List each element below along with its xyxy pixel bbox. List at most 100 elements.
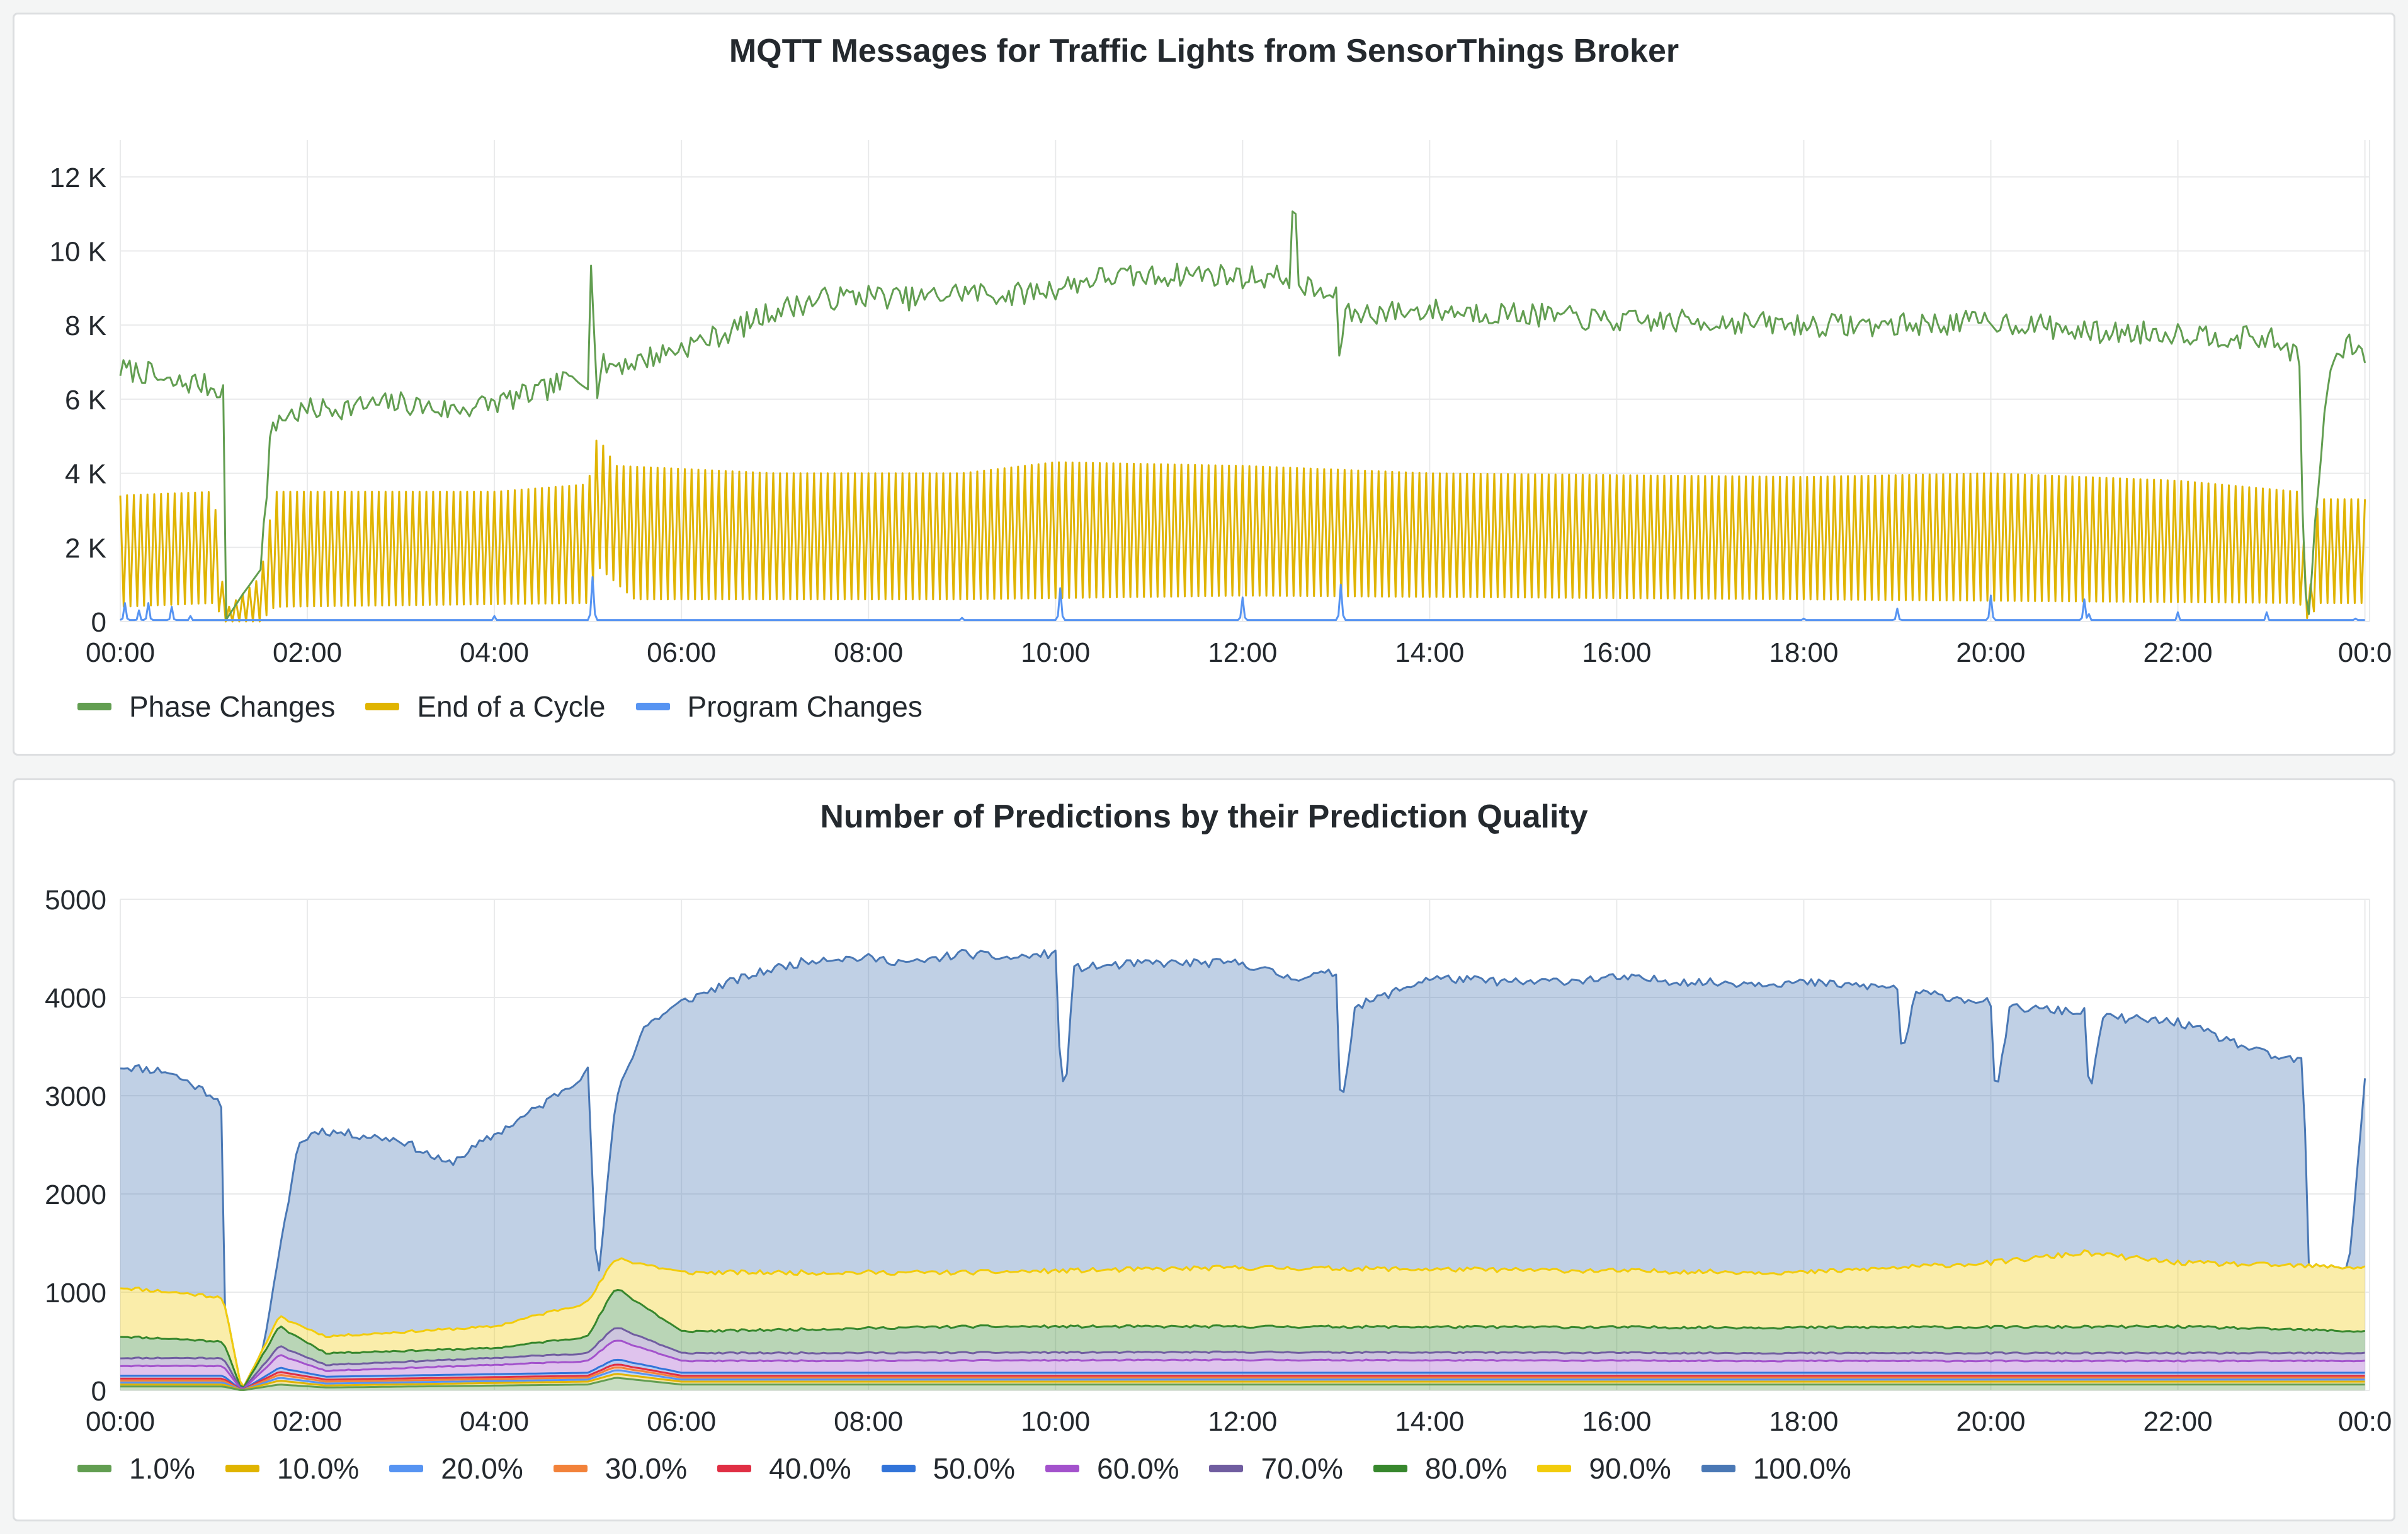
- y-tick-label: 4000: [45, 983, 106, 1014]
- x-tick-label: 10:00: [1021, 1406, 1090, 1437]
- mqtt-messages-chart: 0 2 K 4 K 6 K 8 K 10 K 12 K 00:00 02:00 04:00 06:0…: [49, 140, 2392, 668]
- y-tick-label: 1000: [45, 1278, 106, 1309]
- legend-item[interactable]: 10.0%: [225, 1452, 359, 1486]
- series-line-phase-changes: [119, 210, 2366, 621]
- legend-label: 70.0%: [1261, 1452, 1343, 1485]
- y-tick-label: 12 K: [49, 162, 106, 193]
- area-line-80-0pct: [120, 1289, 2365, 1389]
- legend-swatch: [1209, 1465, 1244, 1472]
- legend-swatch: [717, 1465, 752, 1472]
- x-tick-label: 06:00: [647, 1406, 716, 1437]
- y-tick-label: 0: [91, 607, 106, 638]
- legend-item[interactable]: 40.0%: [717, 1452, 851, 1486]
- area-line-100-0pct: [120, 948, 2366, 1388]
- x-tick-label: 12:00: [1208, 1406, 1277, 1437]
- legend-swatch: [1045, 1465, 1080, 1472]
- legend-item[interactable]: Program Changes: [635, 690, 923, 724]
- x-tick-label: 20:00: [1956, 637, 2025, 668]
- legend-label: End of a Cycle: [417, 690, 606, 723]
- area-line-1-0pct: [120, 1377, 2365, 1391]
- x-tick-label: 02:00: [273, 637, 342, 668]
- x-tick-label: 04:00: [460, 1406, 529, 1437]
- legend-swatch: [1537, 1465, 1572, 1472]
- y-tick-label: 4 K: [65, 459, 106, 490]
- legend-swatch: [225, 1465, 259, 1472]
- legend-item[interactable]: 80.0%: [1373, 1452, 1507, 1486]
- legend-item[interactable]: End of a Cycle: [365, 690, 606, 724]
- legend-label: 50.0%: [933, 1452, 1016, 1485]
- x-tick-label: 00:00: [86, 1406, 155, 1437]
- area-line-90-0pct: [120, 1249, 2366, 1388]
- x-tick-label: 02:00: [273, 1406, 342, 1437]
- legend-item[interactable]: 60.0%: [1045, 1452, 1179, 1486]
- legend-item[interactable]: 50.0%: [881, 1452, 1016, 1486]
- panel-title: Number of Predictions by their Predictio…: [820, 798, 1588, 835]
- legend-item[interactable]: 20.0%: [389, 1452, 523, 1486]
- y-tick-label: 0: [91, 1376, 106, 1407]
- legend-label: 60.0%: [1097, 1452, 1179, 1485]
- legend-swatch: [77, 703, 111, 710]
- x-tick-label: 14:00: [1395, 637, 1464, 668]
- legend-label: 10.0%: [276, 1452, 360, 1485]
- x-tick-label: 20:00: [1956, 1406, 2025, 1437]
- legend-swatch: [881, 1465, 916, 1472]
- x-tick-label: 08:00: [834, 637, 903, 668]
- legend-label: 80.0%: [1424, 1452, 1508, 1485]
- y-tick-label: 2 K: [65, 533, 106, 564]
- legend-item[interactable]: 30.0%: [553, 1452, 688, 1486]
- area-fill-100-0pct: [120, 950, 2365, 1387]
- legend-item[interactable]: 1.0%: [77, 1452, 195, 1486]
- x-tick-label: 22:00: [2143, 1406, 2212, 1437]
- series-line-program-changes: [120, 576, 2365, 622]
- legend-label: 90.0%: [1589, 1452, 1671, 1485]
- area-line-50-0pct: [120, 1358, 2365, 1390]
- area-fill-1-0pct: [120, 1378, 2365, 1390]
- legend-label: 20.0%: [441, 1452, 523, 1485]
- x-tick-label: 16:00: [1582, 1406, 1651, 1437]
- legend-item[interactable]: 100.0%: [1701, 1452, 1851, 1486]
- legend-label: 1.0%: [129, 1452, 195, 1485]
- area-line-20-0pct: [120, 1369, 2365, 1391]
- legend-item[interactable]: 90.0%: [1537, 1452, 1671, 1486]
- area-fill-70-0pct: [120, 1328, 2365, 1389]
- series-lines: [119, 210, 2366, 623]
- legend-item[interactable]: 70.0%: [1209, 1452, 1343, 1486]
- y-tick-label: 2000: [45, 1179, 106, 1210]
- legend-swatch: [389, 1465, 424, 1472]
- prediction-quality-panel: Number of Predictions by their Predictio…: [13, 778, 2395, 1521]
- y-tick-label: 10 K: [49, 237, 106, 268]
- legend-item[interactable]: Phase Changes: [77, 690, 335, 724]
- legend-swatch: [635, 703, 670, 710]
- x-tick-label: 08:00: [834, 1406, 903, 1437]
- x-tick-label: 06:00: [647, 637, 716, 668]
- stacked-areas: [120, 948, 2366, 1391]
- mqtt-messages-panel: MQTT Messages for Traffic Lights from Se…: [13, 13, 2395, 756]
- area-fill-60-0pct: [120, 1341, 2365, 1390]
- legend-label: 100.0%: [1752, 1452, 1851, 1485]
- area-fill-90-0pct: [120, 1250, 2365, 1387]
- area-fill-80-0pct: [120, 1290, 2365, 1389]
- x-tick-label: 14:00: [1395, 1406, 1464, 1437]
- legend-label: Program Changes: [687, 690, 923, 723]
- x-tick-label: 00:00: [86, 637, 155, 668]
- chart-legend: 1.0% 10.0% 20.0% 30.0% 40.0% 50.0% 60.0% 70.0% 8…: [77, 1452, 1882, 1486]
- x-tick-label: 04:00: [460, 637, 529, 668]
- legend-swatch: [1373, 1465, 1407, 1472]
- prediction-quality-chart: 0 1000 2000 3000 4000 5000 00:00 02:00 04:00 06:0…: [45, 885, 2392, 1437]
- x-tick-label: 10:00: [1021, 637, 1090, 668]
- y-tick-label: 8 K: [65, 310, 106, 341]
- chart-legend: Phase Changes End of a Cycle Program Chang…: [77, 690, 953, 724]
- series-line-end-of-a-cycle: [119, 440, 2366, 623]
- legend-swatch: [553, 1465, 588, 1472]
- legend-label: 30.0%: [605, 1452, 688, 1485]
- panel-title: MQTT Messages for Traffic Lights from Se…: [729, 33, 1679, 69]
- grid: [120, 899, 2370, 1391]
- x-tick-label: 22:00: [2143, 637, 2212, 668]
- y-tick-label: 6 K: [65, 385, 106, 416]
- y-tick-label: 3000: [45, 1081, 106, 1112]
- area-line-70-0pct: [120, 1327, 2365, 1389]
- legend-swatch: [365, 703, 400, 710]
- x-tick-label: 18:00: [1769, 1406, 1838, 1437]
- legend-label: 40.0%: [769, 1452, 851, 1485]
- x-tick-label: 18:00: [1769, 637, 1838, 668]
